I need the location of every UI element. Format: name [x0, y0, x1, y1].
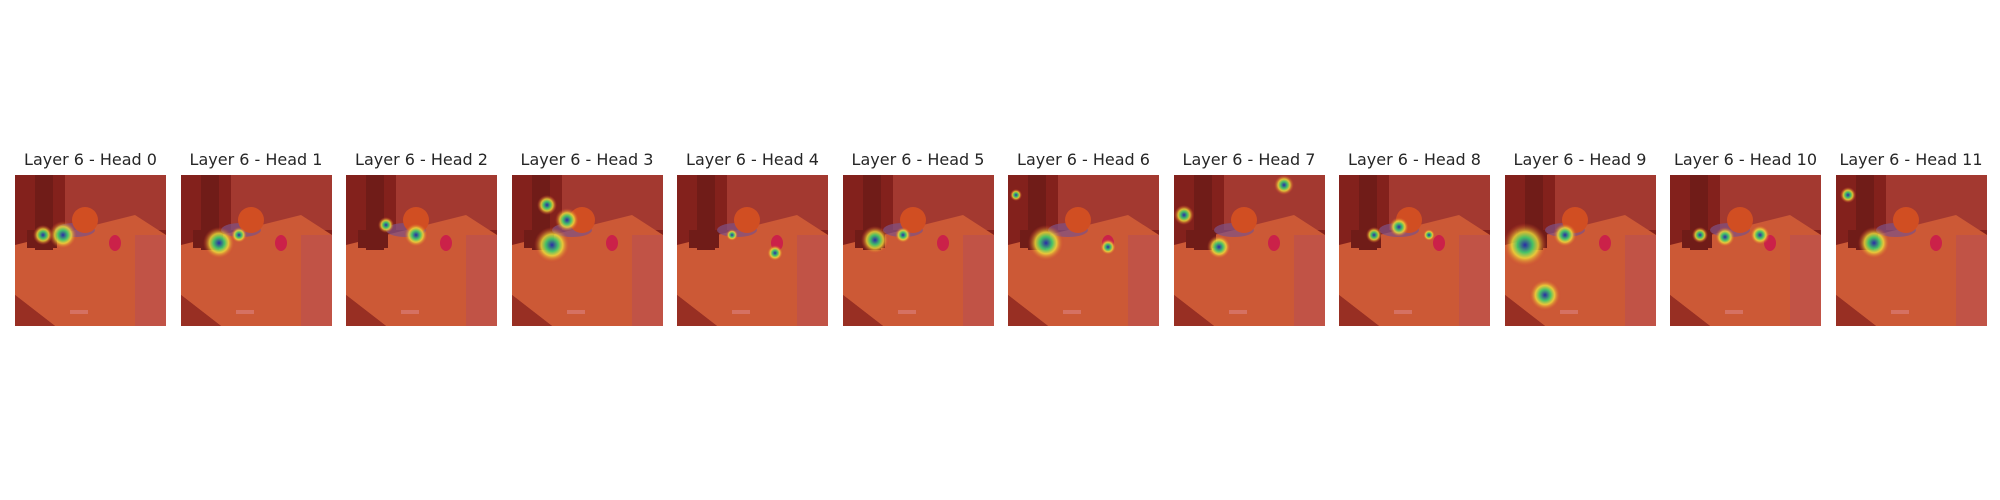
- attention-overlay-image: [180, 175, 332, 326]
- heatmap-panel: Layer 6 - Head 11: [1835, 148, 1987, 328]
- attention-overlay-image: [1008, 175, 1159, 326]
- heatmap-panel: Layer 6 - Head 7: [1173, 148, 1325, 328]
- heatmap-panel: Layer 6 - Head 10: [1670, 148, 1821, 328]
- heatmap-panel: Layer 6 - Head 8: [1339, 148, 1490, 328]
- attention-overlay-image: [1339, 175, 1490, 326]
- panel-title: Layer 6 - Head 6: [1017, 150, 1150, 169]
- heatmap-panel: Layer 6 - Head 5: [842, 148, 994, 328]
- panel-title: Layer 6 - Head 7: [1182, 150, 1316, 169]
- panel-title: Layer 6 - Head 3: [520, 150, 654, 169]
- panel-title: Layer 6 - Head 5: [851, 150, 985, 169]
- attention-overlay-image: [1835, 175, 1987, 326]
- attention-overlay-image: [677, 175, 828, 326]
- heatmap-panel: Layer 6 - Head 1: [180, 148, 332, 328]
- attention-overlay-image: [842, 175, 994, 326]
- heatmap-panel: Layer 6 - Head 0: [15, 148, 166, 328]
- heatmap-panel: Layer 6 - Head 4: [677, 148, 828, 328]
- panel-title: Layer 6 - Head 9: [1513, 150, 1647, 169]
- attention-overlay-image: [511, 175, 663, 326]
- attention-heatmap-strip: Layer 6 - Head 0 Layer 6 - Head 1 Layer 6 …: [15, 148, 1990, 328]
- attention-overlay-image: [1173, 175, 1325, 326]
- attention-overlay-image: [1504, 175, 1656, 326]
- panel-title: Layer 6 - Head 10: [1673, 150, 1818, 169]
- heatmap-panel: Layer 6 - Head 3: [511, 148, 663, 328]
- heatmap-panel: Layer 6 - Head 9: [1504, 148, 1656, 328]
- panel-title: Layer 6 - Head 0: [24, 150, 157, 169]
- heatmap-panel: Layer 6 - Head 6: [1008, 148, 1159, 328]
- panel-title: Layer 6 - Head 8: [1348, 150, 1481, 169]
- heatmap-panel: Layer 6 - Head 2: [346, 148, 497, 328]
- panel-title: Layer 6 - Head 1: [189, 150, 323, 169]
- attention-overlay-image: [346, 175, 497, 326]
- panel-title: Layer 6 - Head 2: [355, 150, 488, 169]
- panel-title: Layer 6 - Head 4: [686, 150, 819, 169]
- attention-overlay-image: [1670, 175, 1821, 326]
- panel-title: Layer 6 - Head 11: [1839, 150, 1983, 169]
- attention-overlay-image: [15, 175, 166, 326]
